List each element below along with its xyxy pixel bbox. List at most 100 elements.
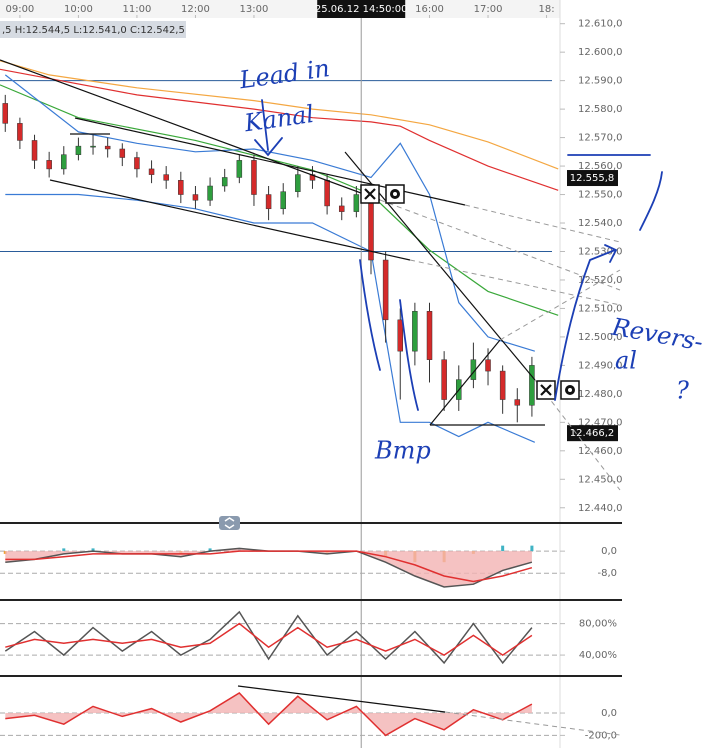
y-tick-label: 12.530,0 [578,246,623,257]
candle-body [192,194,199,201]
hand-arrow [254,99,283,157]
y-tick-label: -8,0 [597,568,617,579]
x-tick-label: 18: [538,4,554,15]
candle-body [441,359,447,400]
candle-body [353,194,360,212]
candle-body [397,319,404,352]
price-label-box [567,170,618,187]
panel: 12.440,0 12.450,0 12.460,0 12.470,0 12.480,0… [0,4,623,514]
indicator-line [4,74,535,352]
candle-body [236,160,243,178]
indicator-line [5,622,533,657]
y-tick-label: 12.570,0 [578,133,623,144]
hand-stroke [639,171,663,231]
candle-body [324,180,330,207]
candle-body [207,185,213,201]
y-tick-label: 12.590,0 [578,76,623,87]
panel: 80,00% 40,00% [0,610,617,665]
candle-body [265,194,272,210]
indicator-area [5,693,532,736]
panel: 0,0 -200,0 [0,692,617,741]
candle-body [295,174,301,192]
handwritten-note: Bmp [374,437,431,465]
candle-body [382,259,389,321]
candle-body [90,145,96,148]
x-tick-label: 12:00 [181,4,210,15]
histogram-bar [208,548,212,552]
indicator-line [0,60,559,170]
y-tick-label: 12.520,0 [578,275,623,286]
info-box [0,21,186,38]
hand-strokes [254,99,663,411]
info-text: ,5 H:12.544,5 L:12.541,0 C:12.542,5 [2,25,185,36]
y-tick-label: 12.460,0 [578,446,623,457]
settings-icon [393,192,397,196]
indicator-line [4,610,533,665]
y-tick-label: 0,0 [601,708,617,719]
candle-body [61,154,67,170]
y-tick-label: 12.560,0 [578,161,623,172]
candle-body [485,359,491,372]
candle-body [514,399,521,406]
histogram-bar [501,545,505,552]
candle-body [104,145,111,150]
candle-body [221,177,228,187]
candle-body [134,157,140,170]
trend-extensions [379,199,621,736]
trend-line [237,685,446,713]
trend-line [0,59,381,201]
y-tick-label: 12.480,0 [578,389,623,400]
scroll-handle[interactable] [219,516,240,530]
candle-body [178,180,184,195]
candle-body [338,205,345,212]
candle-body [31,140,38,161]
candle-body [75,145,82,155]
indicator-line [0,68,559,191]
y-tick-label: 40,00% [579,650,617,661]
candle-body [17,123,23,141]
histogram-bar [91,548,95,552]
y-tick-label: 12.540,0 [578,218,623,229]
candle-body [148,168,155,175]
y-tick-label: 12.600,0 [578,47,623,58]
y-tick-label: 12.550,0 [578,190,623,201]
panel: 0,0 -8,0 [0,545,617,588]
trend-line [49,179,411,261]
x-tick-label: 17:00 [474,4,503,15]
candle-body [368,194,374,261]
handwritten-note: al [615,347,637,375]
price-label: 12.466,2 [570,428,615,439]
y-tick-label: 12.490,0 [578,360,623,371]
trend-extension [379,199,621,291]
indicator-line [5,193,536,443]
histogram-bar [530,545,534,552]
y-tick-label: 12.440,0 [578,503,623,514]
y-tick-label: 12.450,0 [578,474,623,485]
scroll-handle-icon [224,517,235,529]
y-tick-label: -200,0 [585,730,617,741]
trend-extension [444,711,621,736]
crosshair-label: 25.06.12 14:50:00 [315,4,408,15]
price-label: 12.555,8 [570,173,615,184]
delete-icon [364,188,376,200]
indicator-line [0,84,559,316]
trend-line [429,339,501,426]
candle-body [412,311,418,352]
candle-body [280,191,286,210]
hand-stroke [399,299,419,411]
indicator-line [5,550,533,583]
x-tick-label: 09:00 [5,4,34,15]
histogram-bar [3,551,7,554]
x-tick-label: 16:00 [415,4,444,15]
crosshair-label-box [317,0,406,18]
settings-icon [568,388,572,392]
x-tick-label: 13:00 [240,4,269,15]
y-tick-label: 12.510,0 [578,303,623,314]
time-strip [0,0,560,18]
y-tick-label: 12.610,0 [578,19,623,30]
candle-body [163,174,169,181]
handwritten-note: ? [676,377,689,405]
